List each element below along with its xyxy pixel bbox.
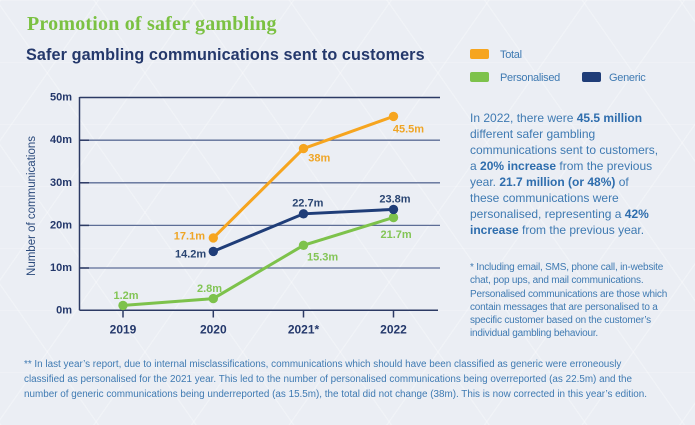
svg-text:30m: 30m (50, 177, 72, 189)
svg-text:2020: 2020 (200, 323, 227, 337)
svg-text:2.8m: 2.8m (197, 283, 222, 295)
svg-text:Number of communications: Number of communications (26, 136, 38, 276)
svg-text:20m: 20m (50, 219, 72, 231)
svg-text:0m: 0m (56, 305, 72, 317)
svg-text:14.2m: 14.2m (175, 249, 206, 261)
svg-text:40m: 40m (50, 134, 72, 146)
svg-text:2021*: 2021* (288, 323, 320, 337)
svg-text:23.8m: 23.8m (379, 194, 410, 206)
svg-text:15.3m: 15.3m (307, 252, 338, 264)
svg-text:50m: 50m (50, 92, 72, 104)
svg-text:2019: 2019 (110, 323, 137, 337)
svg-text:17.1m: 17.1m (174, 231, 205, 243)
svg-text:22.7m: 22.7m (292, 197, 323, 209)
svg-text:2022: 2022 (380, 323, 407, 337)
svg-text:21.7m: 21.7m (381, 229, 412, 241)
svg-text:10m: 10m (50, 262, 72, 274)
svg-text:38m: 38m (308, 153, 330, 165)
svg-text:1.2m: 1.2m (114, 290, 139, 302)
svg-text:45.5m: 45.5m (393, 124, 424, 136)
